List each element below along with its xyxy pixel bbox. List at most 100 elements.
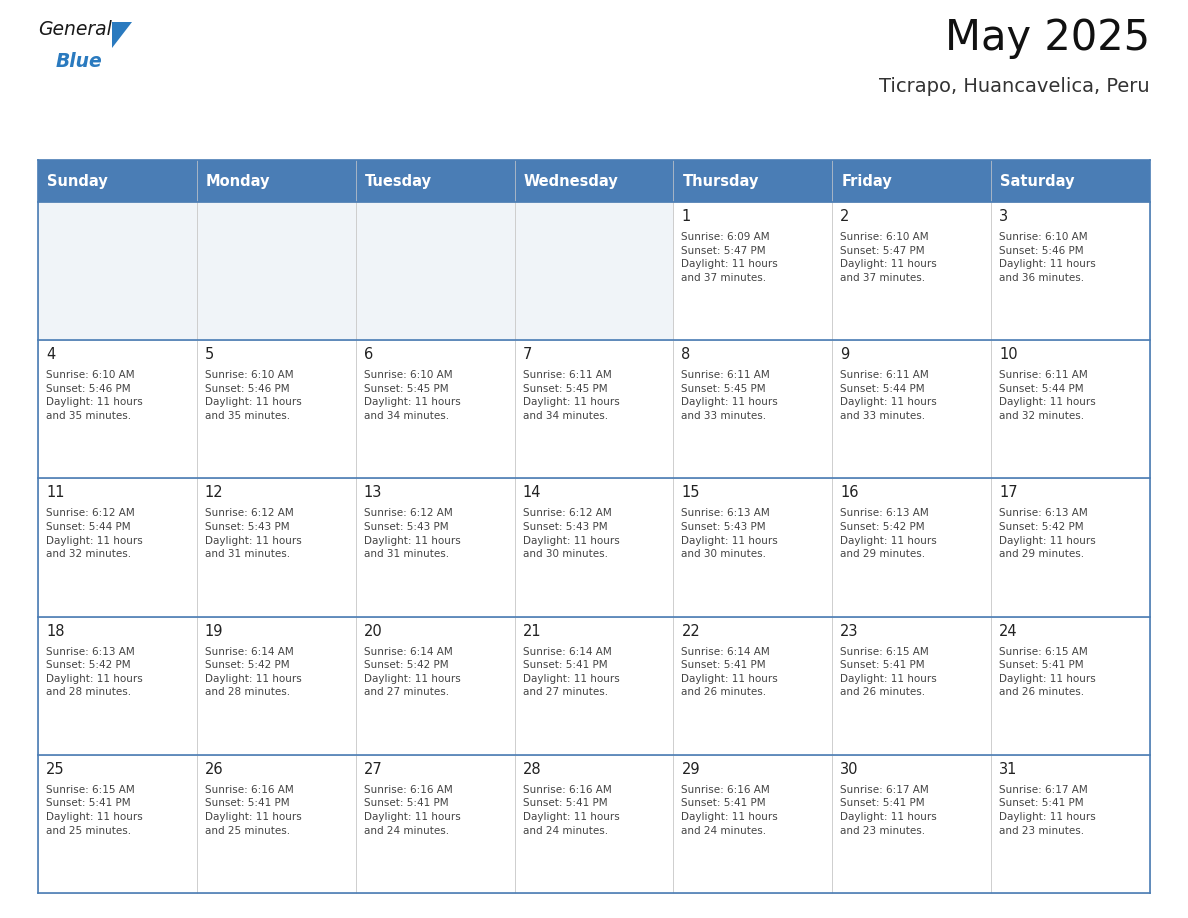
Bar <box>514 478 674 617</box>
Bar <box>197 160 355 202</box>
Text: 7: 7 <box>523 347 532 363</box>
Text: Sunrise: 6:17 AM
Sunset: 5:41 PM
Daylight: 11 hours
and 23 minutes.: Sunrise: 6:17 AM Sunset: 5:41 PM Dayligh… <box>840 785 937 835</box>
Text: 16: 16 <box>840 486 859 500</box>
Bar <box>38 160 197 202</box>
Bar <box>38 341 197 478</box>
Bar <box>991 341 1150 478</box>
Bar <box>514 160 674 202</box>
Text: Saturday: Saturday <box>1000 174 1075 188</box>
Text: Sunrise: 6:10 AM
Sunset: 5:46 PM
Daylight: 11 hours
and 35 minutes.: Sunrise: 6:10 AM Sunset: 5:46 PM Dayligh… <box>204 370 302 421</box>
Bar <box>833 755 991 893</box>
Bar <box>355 617 514 755</box>
Bar <box>38 617 197 755</box>
Text: 2: 2 <box>840 209 849 224</box>
Bar <box>833 202 991 341</box>
Text: 17: 17 <box>999 486 1018 500</box>
Bar <box>514 202 674 341</box>
Text: Sunrise: 6:10 AM
Sunset: 5:46 PM
Daylight: 11 hours
and 35 minutes.: Sunrise: 6:10 AM Sunset: 5:46 PM Dayligh… <box>46 370 143 421</box>
Bar <box>38 755 197 893</box>
Bar <box>355 341 514 478</box>
Text: 15: 15 <box>682 486 700 500</box>
Text: Sunrise: 6:14 AM
Sunset: 5:42 PM
Daylight: 11 hours
and 27 minutes.: Sunrise: 6:14 AM Sunset: 5:42 PM Dayligh… <box>364 646 461 698</box>
Text: 8: 8 <box>682 347 690 363</box>
Text: 10: 10 <box>999 347 1018 363</box>
Text: 23: 23 <box>840 623 859 639</box>
Text: 1: 1 <box>682 209 690 224</box>
Bar <box>355 202 514 341</box>
Text: 20: 20 <box>364 623 383 639</box>
Text: Sunrise: 6:10 AM
Sunset: 5:47 PM
Daylight: 11 hours
and 37 minutes.: Sunrise: 6:10 AM Sunset: 5:47 PM Dayligh… <box>840 232 937 283</box>
Text: Sunrise: 6:16 AM
Sunset: 5:41 PM
Daylight: 11 hours
and 25 minutes.: Sunrise: 6:16 AM Sunset: 5:41 PM Dayligh… <box>204 785 302 835</box>
Bar <box>355 755 514 893</box>
Text: 13: 13 <box>364 486 383 500</box>
Text: Friday: Friday <box>841 174 892 188</box>
Text: Sunrise: 6:09 AM
Sunset: 5:47 PM
Daylight: 11 hours
and 37 minutes.: Sunrise: 6:09 AM Sunset: 5:47 PM Dayligh… <box>682 232 778 283</box>
Text: 5: 5 <box>204 347 214 363</box>
Text: Sunrise: 6:12 AM
Sunset: 5:43 PM
Daylight: 11 hours
and 31 minutes.: Sunrise: 6:12 AM Sunset: 5:43 PM Dayligh… <box>364 509 461 559</box>
Text: 14: 14 <box>523 486 541 500</box>
Text: Sunrise: 6:11 AM
Sunset: 5:44 PM
Daylight: 11 hours
and 33 minutes.: Sunrise: 6:11 AM Sunset: 5:44 PM Dayligh… <box>840 370 937 421</box>
Text: Wednesday: Wednesday <box>524 174 618 188</box>
Text: 9: 9 <box>840 347 849 363</box>
Text: 6: 6 <box>364 347 373 363</box>
Text: Monday: Monday <box>206 174 271 188</box>
Text: Ticrapo, Huancavelica, Peru: Ticrapo, Huancavelica, Peru <box>879 77 1150 96</box>
Text: Blue: Blue <box>56 52 102 71</box>
Text: Sunrise: 6:14 AM
Sunset: 5:41 PM
Daylight: 11 hours
and 26 minutes.: Sunrise: 6:14 AM Sunset: 5:41 PM Dayligh… <box>682 646 778 698</box>
Bar <box>514 755 674 893</box>
Polygon shape <box>112 22 132 48</box>
Bar <box>514 341 674 478</box>
Text: Sunrise: 6:14 AM
Sunset: 5:41 PM
Daylight: 11 hours
and 27 minutes.: Sunrise: 6:14 AM Sunset: 5:41 PM Dayligh… <box>523 646 619 698</box>
Text: Sunrise: 6:12 AM
Sunset: 5:44 PM
Daylight: 11 hours
and 32 minutes.: Sunrise: 6:12 AM Sunset: 5:44 PM Dayligh… <box>46 509 143 559</box>
Text: Sunrise: 6:13 AM
Sunset: 5:43 PM
Daylight: 11 hours
and 30 minutes.: Sunrise: 6:13 AM Sunset: 5:43 PM Dayligh… <box>682 509 778 559</box>
Bar <box>674 160 833 202</box>
Bar <box>197 202 355 341</box>
Bar <box>833 478 991 617</box>
Text: 12: 12 <box>204 486 223 500</box>
Bar <box>197 341 355 478</box>
Text: Sunrise: 6:17 AM
Sunset: 5:41 PM
Daylight: 11 hours
and 23 minutes.: Sunrise: 6:17 AM Sunset: 5:41 PM Dayligh… <box>999 785 1095 835</box>
Text: 30: 30 <box>840 762 859 777</box>
Text: Sunrise: 6:15 AM
Sunset: 5:41 PM
Daylight: 11 hours
and 26 minutes.: Sunrise: 6:15 AM Sunset: 5:41 PM Dayligh… <box>840 646 937 698</box>
Bar <box>991 755 1150 893</box>
Text: 31: 31 <box>999 762 1017 777</box>
Text: Sunrise: 6:15 AM
Sunset: 5:41 PM
Daylight: 11 hours
and 26 minutes.: Sunrise: 6:15 AM Sunset: 5:41 PM Dayligh… <box>999 646 1095 698</box>
Text: Sunrise: 6:10 AM
Sunset: 5:45 PM
Daylight: 11 hours
and 34 minutes.: Sunrise: 6:10 AM Sunset: 5:45 PM Dayligh… <box>364 370 461 421</box>
Text: May 2025: May 2025 <box>944 17 1150 59</box>
Bar <box>355 160 514 202</box>
Text: Sunrise: 6:12 AM
Sunset: 5:43 PM
Daylight: 11 hours
and 30 minutes.: Sunrise: 6:12 AM Sunset: 5:43 PM Dayligh… <box>523 509 619 559</box>
Text: 21: 21 <box>523 623 542 639</box>
Bar <box>991 617 1150 755</box>
Text: Sunrise: 6:11 AM
Sunset: 5:45 PM
Daylight: 11 hours
and 33 minutes.: Sunrise: 6:11 AM Sunset: 5:45 PM Dayligh… <box>682 370 778 421</box>
Bar <box>674 341 833 478</box>
Bar <box>197 755 355 893</box>
Text: 28: 28 <box>523 762 542 777</box>
Bar <box>38 478 197 617</box>
Text: Sunrise: 6:11 AM
Sunset: 5:45 PM
Daylight: 11 hours
and 34 minutes.: Sunrise: 6:11 AM Sunset: 5:45 PM Dayligh… <box>523 370 619 421</box>
Text: Sunrise: 6:13 AM
Sunset: 5:42 PM
Daylight: 11 hours
and 29 minutes.: Sunrise: 6:13 AM Sunset: 5:42 PM Dayligh… <box>840 509 937 559</box>
Bar <box>833 617 991 755</box>
Text: Sunrise: 6:13 AM
Sunset: 5:42 PM
Daylight: 11 hours
and 28 minutes.: Sunrise: 6:13 AM Sunset: 5:42 PM Dayligh… <box>46 646 143 698</box>
Text: Sunrise: 6:12 AM
Sunset: 5:43 PM
Daylight: 11 hours
and 31 minutes.: Sunrise: 6:12 AM Sunset: 5:43 PM Dayligh… <box>204 509 302 559</box>
Text: 24: 24 <box>999 623 1018 639</box>
Bar <box>197 478 355 617</box>
Bar <box>991 202 1150 341</box>
Text: Sunrise: 6:13 AM
Sunset: 5:42 PM
Daylight: 11 hours
and 29 minutes.: Sunrise: 6:13 AM Sunset: 5:42 PM Dayligh… <box>999 509 1095 559</box>
Text: 3: 3 <box>999 209 1009 224</box>
Text: Sunrise: 6:16 AM
Sunset: 5:41 PM
Daylight: 11 hours
and 24 minutes.: Sunrise: 6:16 AM Sunset: 5:41 PM Dayligh… <box>682 785 778 835</box>
Bar <box>674 755 833 893</box>
Bar <box>991 160 1150 202</box>
Text: 11: 11 <box>46 486 64 500</box>
Bar <box>991 478 1150 617</box>
Text: 27: 27 <box>364 762 383 777</box>
Text: General: General <box>38 20 112 39</box>
Bar <box>514 617 674 755</box>
Bar <box>197 617 355 755</box>
Text: Sunrise: 6:15 AM
Sunset: 5:41 PM
Daylight: 11 hours
and 25 minutes.: Sunrise: 6:15 AM Sunset: 5:41 PM Dayligh… <box>46 785 143 835</box>
Text: Sunrise: 6:16 AM
Sunset: 5:41 PM
Daylight: 11 hours
and 24 minutes.: Sunrise: 6:16 AM Sunset: 5:41 PM Dayligh… <box>364 785 461 835</box>
Bar <box>355 478 514 617</box>
Text: 25: 25 <box>46 762 64 777</box>
Text: Sunrise: 6:11 AM
Sunset: 5:44 PM
Daylight: 11 hours
and 32 minutes.: Sunrise: 6:11 AM Sunset: 5:44 PM Dayligh… <box>999 370 1095 421</box>
Text: Tuesday: Tuesday <box>365 174 431 188</box>
Text: 4: 4 <box>46 347 56 363</box>
